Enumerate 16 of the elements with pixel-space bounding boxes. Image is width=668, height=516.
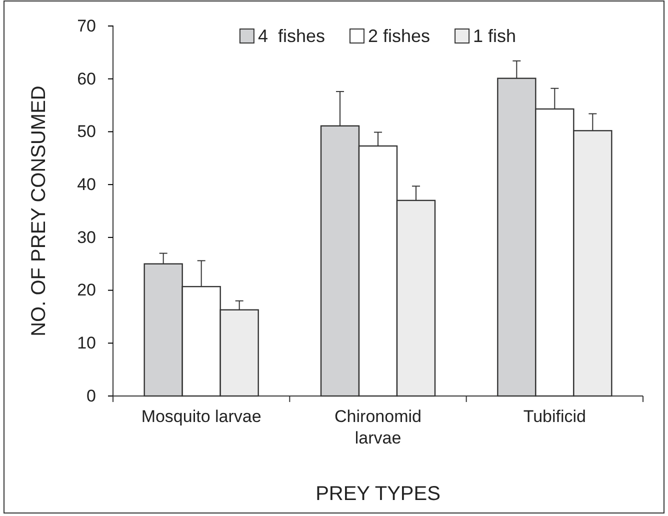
y-tick-label: 70 [77, 16, 96, 36]
x-tick-label: Tubificid [523, 407, 586, 426]
legend-label: 2 fishes [368, 26, 430, 46]
y-tick-label: 20 [77, 280, 96, 300]
x-axis-title: PREY TYPES [316, 483, 440, 505]
y-tick-label: 40 [77, 175, 96, 194]
y-tick-label: 60 [77, 69, 96, 88]
legend-label: 1 fish [473, 26, 516, 46]
x-tick-label: Chironomid larvae [334, 407, 422, 448]
y-tick-label: 50 [77, 122, 96, 142]
legend-label: 4 fishes [258, 26, 325, 46]
x-tick-label: Mosquito larvae [141, 407, 262, 426]
y-tick-label: 0 [86, 386, 96, 406]
y-axis-title: NO. OF PREY CONSUMED [28, 86, 50, 336]
y-tick-label: 10 [77, 334, 96, 353]
y-tick-label: 30 [77, 228, 96, 247]
